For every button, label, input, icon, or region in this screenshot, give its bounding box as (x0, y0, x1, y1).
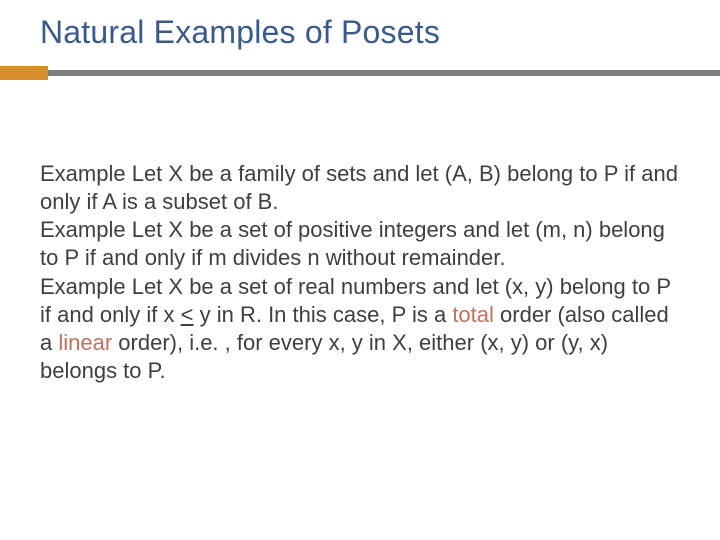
example-label: Example (40, 217, 126, 242)
page-title: Natural Examples of Posets (40, 14, 440, 51)
horizontal-rule (0, 70, 720, 76)
example-label: Example (40, 274, 126, 299)
accent-word-total: total (452, 302, 494, 327)
accent-block (0, 66, 48, 80)
accent-word-linear: linear (58, 330, 112, 355)
example-text: Let X be a family of sets and let (A, B)… (40, 161, 678, 214)
example-run: y in R. In this case, P is a (194, 302, 453, 327)
example-run: order), i.e. , for every x, y in X, eith… (40, 330, 608, 383)
slide: Natural Examples of Posets Example Let X… (0, 0, 720, 540)
example-label: Example (40, 161, 126, 186)
leq-symbol: < (181, 302, 194, 327)
example-text: Let X be a set of positive integers and … (40, 217, 665, 270)
body-text: Example Let X be a family of sets and le… (40, 160, 680, 385)
